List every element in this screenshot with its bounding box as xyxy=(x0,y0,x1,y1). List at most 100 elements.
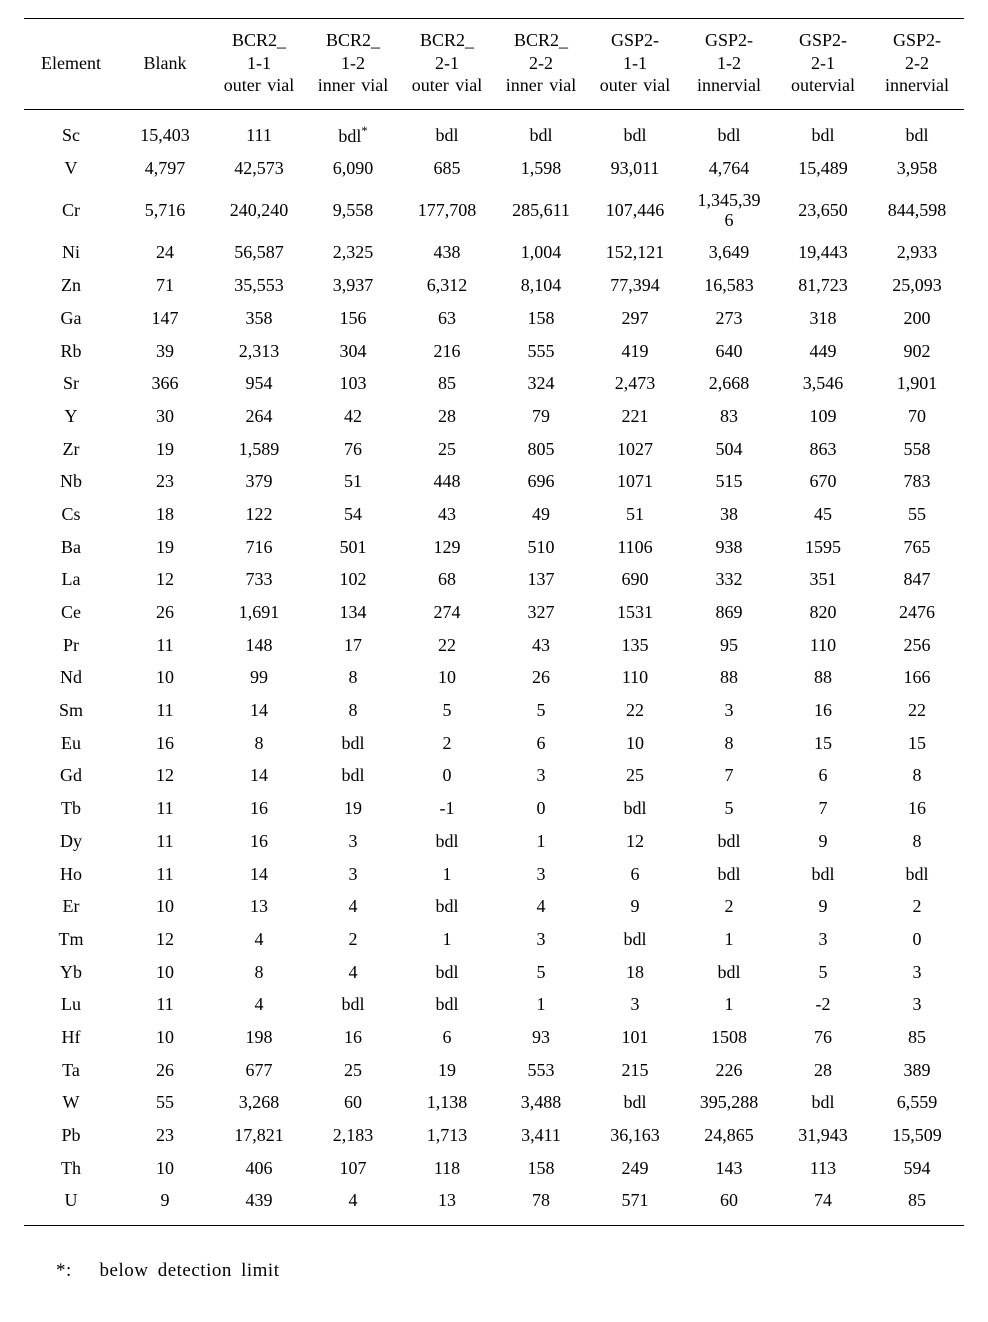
value-cell: 25 xyxy=(588,759,682,792)
value-cell: 42 xyxy=(306,400,400,433)
value-cell: 696 xyxy=(494,465,588,498)
value-cell: 23,650 xyxy=(776,185,870,237)
value-cell: 0 xyxy=(494,792,588,825)
value-cell: 2,933 xyxy=(870,236,964,269)
value-cell: 13 xyxy=(400,1184,494,1225)
value-cell: 3 xyxy=(306,825,400,858)
value-cell: 8 xyxy=(306,694,400,727)
value-cell: 6,559 xyxy=(870,1086,964,1119)
value-cell: 555 xyxy=(494,335,588,368)
value-cell: 3 xyxy=(776,923,870,956)
value-cell: 249 xyxy=(588,1152,682,1185)
value-cell: 17 xyxy=(306,629,400,662)
value-cell: 16 xyxy=(870,792,964,825)
element-cell: Cs xyxy=(24,498,118,531)
value-cell: 1595 xyxy=(776,531,870,564)
value-cell: 3,937 xyxy=(306,269,400,302)
value-cell: 109 xyxy=(776,400,870,433)
value-cell: 2 xyxy=(682,890,776,923)
element-cell: U xyxy=(24,1184,118,1225)
value-cell: 297 xyxy=(588,302,682,335)
value-cell: 12 xyxy=(118,563,212,596)
value-cell: 515 xyxy=(682,465,776,498)
value-cell: 16 xyxy=(776,694,870,727)
value-cell: 264 xyxy=(212,400,306,433)
value-cell: 4 xyxy=(306,956,400,989)
table-row: Tm124213bdl130 xyxy=(24,923,964,956)
element-cell: Sr xyxy=(24,367,118,400)
value-cell: 8 xyxy=(212,727,306,760)
value-cell: 77,394 xyxy=(588,269,682,302)
value-cell: 5 xyxy=(682,792,776,825)
value-cell: 8,104 xyxy=(494,269,588,302)
value-cell: bdl xyxy=(306,759,400,792)
value-cell: 78 xyxy=(494,1184,588,1225)
element-cell: Ni xyxy=(24,236,118,269)
value-cell: 10 xyxy=(118,890,212,923)
value-cell: 99 xyxy=(212,661,306,694)
table-row: Zr191,58976258051027504863558 xyxy=(24,433,964,466)
footnote-text: below detection limit xyxy=(100,1260,280,1281)
value-cell: 844,598 xyxy=(870,185,964,237)
value-cell: 76 xyxy=(776,1021,870,1054)
value-cell: 22 xyxy=(870,694,964,727)
value-cell: bdl xyxy=(588,1086,682,1119)
value-cell: 902 xyxy=(870,335,964,368)
element-cell: Tm xyxy=(24,923,118,956)
element-cell: Nb xyxy=(24,465,118,498)
value-cell: 2 xyxy=(306,923,400,956)
value-cell: 70 xyxy=(870,400,964,433)
value-cell: 274 xyxy=(400,596,494,629)
column-header-6: GSP2-1-1outer vial xyxy=(588,19,682,110)
value-cell: bdl* xyxy=(306,109,400,152)
value-cell: 1 xyxy=(682,923,776,956)
value-cell: 863 xyxy=(776,433,870,466)
value-cell: 198 xyxy=(212,1021,306,1054)
value-cell: 504 xyxy=(682,433,776,466)
value-cell: 820 xyxy=(776,596,870,629)
value-cell: 19 xyxy=(118,531,212,564)
element-cell: Hf xyxy=(24,1021,118,1054)
value-cell: 60 xyxy=(306,1086,400,1119)
value-cell: 38 xyxy=(682,498,776,531)
value-cell: 273 xyxy=(682,302,776,335)
value-cell: 95 xyxy=(682,629,776,662)
value-cell: 15,403 xyxy=(118,109,212,152)
value-cell: 51 xyxy=(588,498,682,531)
value-cell: 389 xyxy=(870,1054,964,1087)
element-cell: Zn xyxy=(24,269,118,302)
element-cell: Ho xyxy=(24,858,118,891)
table-row: Sc15,403111bdl*bdlbdlbdlbdlbdlbdl xyxy=(24,109,964,152)
value-cell: 43 xyxy=(494,629,588,662)
value-cell: 6 xyxy=(400,1021,494,1054)
value-cell: 5,716 xyxy=(118,185,212,237)
value-cell: 4 xyxy=(306,890,400,923)
value-cell: 143 xyxy=(682,1152,776,1185)
value-cell: 332 xyxy=(682,563,776,596)
value-cell: 22 xyxy=(588,694,682,727)
value-cell: 26 xyxy=(494,661,588,694)
element-cell: Lu xyxy=(24,988,118,1021)
value-cell: 1,345,396 xyxy=(682,185,776,237)
value-cell: 60 xyxy=(682,1184,776,1225)
value-cell: 31,943 xyxy=(776,1119,870,1152)
value-cell: 10 xyxy=(400,661,494,694)
value-cell: 43 xyxy=(400,498,494,531)
value-cell: 9 xyxy=(118,1184,212,1225)
element-cell: Yb xyxy=(24,956,118,989)
table-row: Zn7135,5533,9376,3128,10477,39416,58381,… xyxy=(24,269,964,302)
value-cell: 3,411 xyxy=(494,1119,588,1152)
value-cell: 670 xyxy=(776,465,870,498)
value-cell: 19 xyxy=(306,792,400,825)
value-cell: bdl xyxy=(870,109,964,152)
element-cell: Dy xyxy=(24,825,118,858)
table-row: Hf101981669310115087685 xyxy=(24,1021,964,1054)
value-cell: 553 xyxy=(494,1054,588,1087)
value-cell: 1,901 xyxy=(870,367,964,400)
value-cell: 22 xyxy=(400,629,494,662)
value-cell: 2,325 xyxy=(306,236,400,269)
value-cell: 51 xyxy=(306,465,400,498)
value-cell: 16,583 xyxy=(682,269,776,302)
value-cell: 869 xyxy=(682,596,776,629)
element-cell: Ba xyxy=(24,531,118,564)
